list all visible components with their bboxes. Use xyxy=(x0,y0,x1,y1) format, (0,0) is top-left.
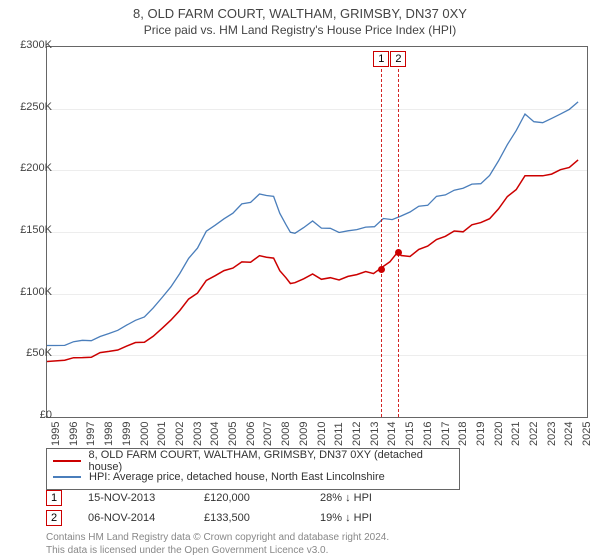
y-axis-label: £50K xyxy=(8,347,52,359)
sale-price: £120,000 xyxy=(204,492,294,504)
x-axis-label: 2017 xyxy=(440,422,452,446)
x-axis-label: 2012 xyxy=(351,422,363,446)
sale-marker-badge: 2 xyxy=(390,51,406,67)
x-axis-label: 2022 xyxy=(528,422,540,446)
y-axis-label: £0 xyxy=(8,409,52,421)
series-line-hpi xyxy=(47,102,578,346)
x-axis-label: 2004 xyxy=(209,422,221,446)
x-axis-label: 2008 xyxy=(280,422,292,446)
legend-label: 8, OLD FARM COURT, WALTHAM, GRIMSBY, DN3… xyxy=(89,449,454,473)
sale-index-badge: 1 xyxy=(46,490,62,506)
x-axis-label: 2013 xyxy=(369,422,381,446)
sale-marker-badge: 1 xyxy=(373,51,389,67)
legend-item-price-paid: 8, OLD FARM COURT, WALTHAM, GRIMSBY, DN3… xyxy=(53,453,453,469)
footer-line: Contains HM Land Registry data © Crown c… xyxy=(46,532,389,545)
legend-swatch xyxy=(53,476,81,478)
sale-marker-dot xyxy=(378,266,385,273)
y-axis-label: £300K xyxy=(8,39,52,51)
sale-marker-line xyxy=(381,69,382,417)
x-axis-label: 2015 xyxy=(404,422,416,446)
x-axis-label: 2014 xyxy=(386,422,398,446)
y-axis-label: £200K xyxy=(8,162,52,174)
page-title: 8, OLD FARM COURT, WALTHAM, GRIMSBY, DN3… xyxy=(0,6,600,21)
sale-marker-line xyxy=(398,69,399,417)
legend-label: HPI: Average price, detached house, Nort… xyxy=(89,471,385,483)
x-axis-label: 1996 xyxy=(68,422,80,446)
x-axis-label: 2003 xyxy=(192,422,204,446)
x-axis-label: 2024 xyxy=(563,422,575,446)
x-axis-label: 2020 xyxy=(493,422,505,446)
page-subtitle: Price paid vs. HM Land Registry's House … xyxy=(0,23,600,37)
legend: 8, OLD FARM COURT, WALTHAM, GRIMSBY, DN3… xyxy=(46,448,460,490)
x-axis-label: 2016 xyxy=(422,422,434,446)
sale-row: 2 06-NOV-2014 £133,500 19% ↓ HPI xyxy=(46,510,410,526)
x-axis-label: 2009 xyxy=(298,422,310,446)
x-axis-label: 2002 xyxy=(174,422,186,446)
x-axis-label: 2023 xyxy=(546,422,558,446)
sale-row: 1 15-NOV-2013 £120,000 28% ↓ HPI xyxy=(46,490,410,506)
sale-price: £133,500 xyxy=(204,512,294,524)
sale-date: 15-NOV-2013 xyxy=(88,492,178,504)
x-axis-label: 2011 xyxy=(333,422,345,446)
x-axis-label: 1999 xyxy=(121,422,133,446)
x-axis-label: 2005 xyxy=(227,422,239,446)
x-axis-label: 1997 xyxy=(85,422,97,446)
sale-date: 06-NOV-2014 xyxy=(88,512,178,524)
sale-delta: 28% ↓ HPI xyxy=(320,492,410,504)
y-axis-label: £250K xyxy=(8,101,52,113)
y-axis-label: £100K xyxy=(8,286,52,298)
y-axis-label: £150K xyxy=(8,224,52,236)
x-axis-label: 2000 xyxy=(139,422,151,446)
sale-marker-dot xyxy=(395,249,402,256)
sale-index-badge: 2 xyxy=(46,510,62,526)
x-axis-label: 2025 xyxy=(581,422,593,446)
x-axis-label: 2006 xyxy=(245,422,257,446)
x-axis-label: 1998 xyxy=(103,422,115,446)
sales-table: 1 15-NOV-2013 £120,000 28% ↓ HPI 2 06-NOV-201… xyxy=(46,490,410,530)
series-line-price_paid xyxy=(47,160,578,362)
price-chart: 12 xyxy=(46,46,588,418)
legend-swatch xyxy=(53,460,81,462)
x-axis-label: 2007 xyxy=(262,422,274,446)
x-axis-label: 2018 xyxy=(457,422,469,446)
x-axis-label: 2019 xyxy=(475,422,487,446)
x-axis-label: 1995 xyxy=(50,422,62,446)
footer-attribution: Contains HM Land Registry data © Crown c… xyxy=(46,532,389,557)
x-axis-label: 2001 xyxy=(156,422,168,446)
x-axis-label: 2010 xyxy=(316,422,328,446)
sale-delta: 19% ↓ HPI xyxy=(320,512,410,524)
x-axis-label: 2021 xyxy=(510,422,522,446)
footer-line: This data is licensed under the Open Gov… xyxy=(46,545,389,558)
